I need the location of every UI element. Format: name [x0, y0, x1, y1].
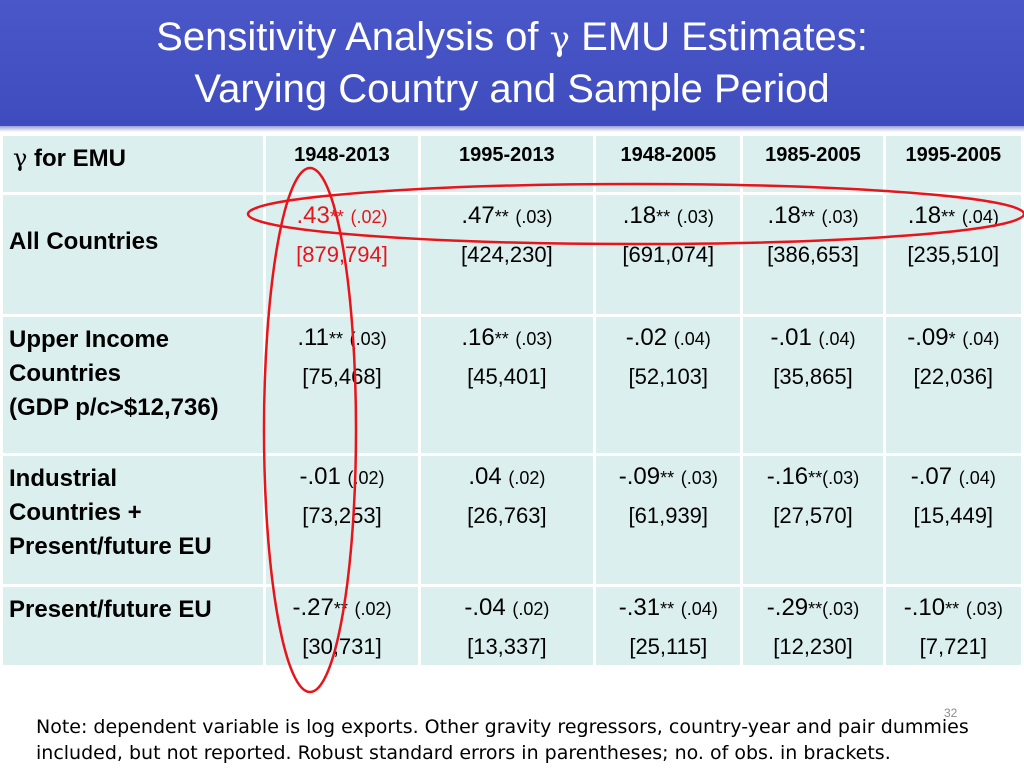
obs-count: [73,253] — [302, 503, 382, 528]
row-label-cell: Present/future EU — [3, 587, 264, 665]
row-label: Upper Income Countries (GDP p/c>$12,736) — [9, 326, 219, 421]
column-header-label: 1948-2005 — [620, 144, 717, 166]
title-line-2: Varying Country and Sample Period — [194, 67, 830, 111]
page-number: 32 — [944, 706, 958, 720]
coefficient: -.01 (.04) — [770, 324, 856, 351]
coefficient: .18** (.03) — [767, 202, 859, 229]
column-header-label: 1995-2005 — [905, 144, 1002, 166]
estimate-cell: .43** (.02) [879,794] — [266, 195, 418, 314]
estimate-cell: -.02 (.04) [52,103] — [596, 317, 741, 453]
column-header-label: 1995-2013 — [459, 144, 555, 166]
estimate-cell: -.04 (.02) [13,337] — [420, 587, 594, 665]
obs-count: [45,401] — [467, 364, 547, 389]
slide-title: Sensitivity Analysis of γ EMU Estimates:… — [0, 0, 1024, 126]
obs-count: [25,115] — [629, 634, 708, 659]
coefficient: -.09* (.04) — [907, 324, 1000, 351]
obs-count: [386,653] — [767, 242, 859, 267]
estimate-cell: .04 (.02) [26,763] — [420, 456, 594, 584]
row-label: All Countries — [9, 228, 159, 255]
column-header: 1985-2005 — [743, 136, 883, 192]
estimate-cell: .18** (.04) [235,510] — [885, 195, 1021, 314]
row-label-cell: All Countries — [3, 195, 264, 314]
obs-count: [61,939] — [628, 503, 709, 528]
obs-count: [30,731] — [302, 634, 382, 659]
estimate-cell: -.31** (.04) [25,115] — [596, 587, 741, 665]
obs-count: [691,074] — [622, 242, 715, 267]
obs-count: [52,103] — [628, 364, 709, 389]
obs-count: [35,865] — [773, 364, 853, 389]
estimate-cell: -.01 (.02) [73,253] — [266, 456, 418, 584]
coefficient: .18** (.03) — [622, 202, 714, 229]
obs-count: [12,230] — [773, 634, 853, 659]
column-header: 1948-2005 — [596, 136, 741, 192]
coefficient: -.27** (.02) — [292, 594, 392, 621]
coefficient: -.16**(.03) — [766, 463, 860, 490]
obs-count: [22,036] — [913, 364, 994, 389]
estimate-cell: .16** (.03) [45,401] — [420, 317, 594, 453]
estimate-cell: -.27** (.02) [30,731] — [266, 587, 418, 665]
obs-count: [13,337] — [467, 634, 547, 659]
title-divider — [0, 126, 1024, 132]
coefficient: -.09** (.03) — [618, 463, 718, 490]
table-row: All Countries .43** (.02) [879,794] .47*… — [3, 195, 1021, 314]
column-header: 1995-2005 — [885, 136, 1021, 192]
obs-count: [26,763] — [467, 503, 547, 528]
estimate-cell: -.29**(.03) [12,230] — [743, 587, 883, 665]
coefficient: .18** (.04) — [907, 202, 999, 229]
obs-count: [879,794] — [296, 242, 388, 267]
table-row: Upper Income Countries (GDP p/c>$12,736)… — [3, 317, 1021, 453]
column-header-label: 1948-2013 — [294, 144, 390, 166]
estimate-cell: .47** (.03) [424,230] — [420, 195, 594, 314]
row-label-cell: Industrial Countries + Present/future EU — [3, 456, 264, 584]
coefficient: -.29**(.03) — [766, 594, 860, 621]
obs-count: [27,570] — [773, 503, 853, 528]
corner-label: for EMU — [27, 145, 127, 172]
coefficient: -.31** (.04) — [618, 594, 718, 621]
row-label: Industrial Countries + Present/future EU — [9, 465, 212, 560]
obs-count: [7,721] — [919, 634, 987, 659]
coefficient: .16** (.03) — [461, 324, 553, 351]
gamma-symbol: γ — [549, 19, 570, 59]
row-label-cell: Upper Income Countries (GDP p/c>$12,736) — [3, 317, 264, 453]
coefficient: .11** (.03) — [297, 324, 387, 351]
estimate-cell: .18** (.03) [386,653] — [743, 195, 883, 314]
coefficient: -.10** (.03) — [903, 594, 1003, 621]
title-prefix: Sensitivity Analysis of — [156, 15, 550, 59]
estimate-cell: -.09** (.03) [61,939] — [596, 456, 741, 584]
estimate-cell: -.07 (.04) [15,449] — [885, 456, 1021, 584]
coefficient: -.02 (.04) — [625, 324, 711, 351]
table-note: Note: dependent variable is log exports.… — [36, 716, 969, 764]
coefficient: -.07 (.04) — [910, 463, 996, 490]
obs-count: [424,230] — [460, 242, 553, 267]
estimate-cell: -.09* (.04) [22,036] — [885, 317, 1021, 453]
row-label: Present/future EU — [9, 596, 212, 623]
table-header-row: γ for EMU 1948-2013 1995-2013 1948-2005 … — [3, 136, 1021, 192]
estimate-cell: -.10** (.03) [7,721] — [885, 587, 1021, 665]
obs-count: [235,510] — [907, 242, 1000, 267]
coefficient: .47** (.03) — [461, 202, 553, 229]
table-row: Industrial Countries + Present/future EU… — [3, 456, 1021, 584]
column-header: 1948-2013 — [266, 136, 418, 192]
title-line-1: Sensitivity Analysis of γ EMU Estimates: — [0, 12, 1024, 64]
estimate-cell: .11** (.03) [75,468] — [266, 317, 418, 453]
estimate-cell: -.01 (.04) [35,865] — [743, 317, 883, 453]
estimate-cell: -.16**(.03) [27,570] — [743, 456, 883, 584]
coefficient: -.01 (.02) — [299, 463, 385, 490]
obs-count: [75,468] — [302, 364, 382, 389]
results-table: γ for EMU 1948-2013 1995-2013 1948-2005 … — [0, 133, 1024, 668]
gamma-symbol: γ — [13, 144, 28, 172]
estimate-cell: .18** (.03) [691,074] — [596, 195, 741, 314]
corner-header: γ for EMU — [3, 136, 264, 192]
coefficient: -.04 (.02) — [464, 594, 550, 621]
coefficient: .04 (.02) — [468, 463, 546, 490]
column-header-label: 1985-2005 — [765, 144, 861, 166]
title-suffix: EMU Estimates: — [569, 15, 868, 59]
coefficient: .43** (.02) — [296, 202, 388, 229]
table-row: Present/future EU -.27** (.02) [30,731] … — [3, 587, 1021, 665]
obs-count: [15,449] — [913, 503, 994, 528]
column-header: 1995-2013 — [420, 136, 594, 192]
